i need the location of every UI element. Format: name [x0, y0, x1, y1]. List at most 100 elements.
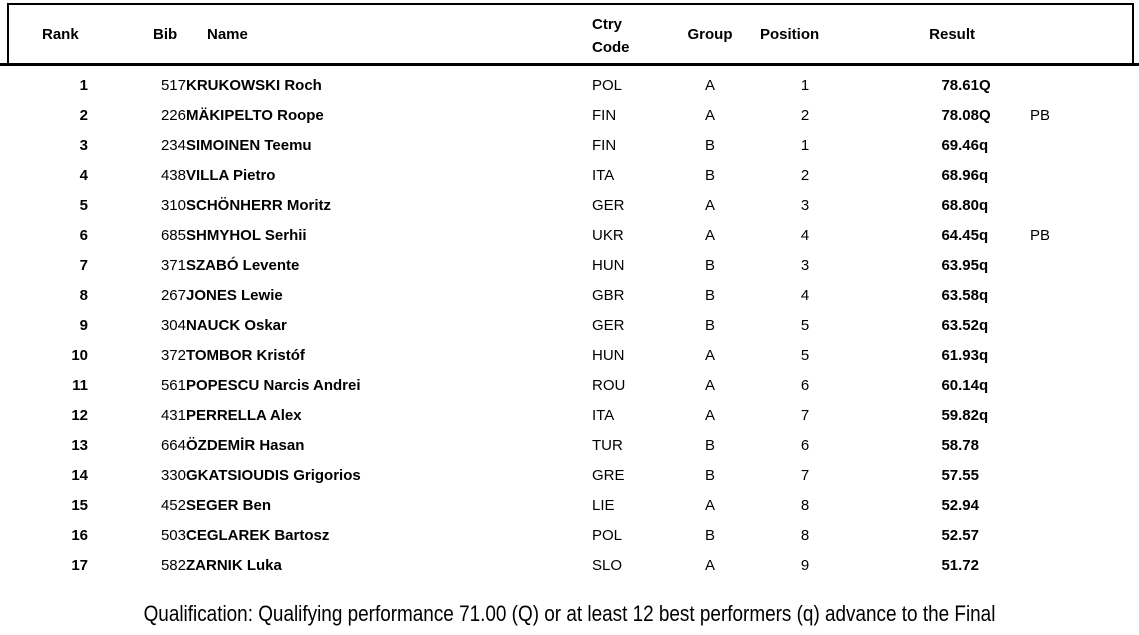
qualification-mark-cell: q [979, 376, 989, 394]
rank-cell: 10 [71, 346, 88, 364]
group-cell: B [704, 466, 715, 484]
table-row: 10 372 TOMBOR Kristóf HUN A 5 61.93 q [0, 340, 1139, 370]
record-note-cell [1030, 190, 1139, 220]
record-note-cell [1030, 280, 1139, 310]
result-cell: 61.93 [941, 346, 979, 364]
rank-cell: 15 [71, 496, 88, 514]
record-note-cell [1030, 340, 1139, 370]
country-code-cell: GBR [592, 286, 625, 304]
bib-cell: 561 [160, 376, 186, 394]
record-note-cell: PB [1030, 226, 1051, 244]
country-code-cell: UKR [592, 226, 624, 244]
bib-cell: 226 [160, 106, 186, 124]
country-code-cell: GER [592, 316, 625, 334]
table-row: 15 452 SEGER Ben LIE A 8 52.94 [0, 490, 1139, 520]
bib-cell: 438 [160, 166, 186, 184]
position-cell: 6 [800, 376, 810, 394]
athlete-name-cell: SEGER Ben [186, 496, 272, 514]
rank-cell: 14 [71, 466, 88, 484]
qualification-mark-cell: q [979, 406, 989, 424]
athlete-name-cell: POPESCU Narcis Andrei [186, 376, 361, 394]
rank-cell: 2 [79, 106, 88, 124]
rank-cell: 9 [79, 316, 88, 334]
record-note-cell [1030, 310, 1139, 340]
group-cell: A [704, 406, 715, 424]
qualification-mark-cell: q [979, 286, 989, 304]
group-cell: A [704, 346, 715, 364]
result-cell: 68.96 [941, 166, 979, 184]
column-header-result: Result [929, 26, 975, 43]
rank-cell: 16 [71, 526, 88, 544]
column-header-country-code: Ctry Code [592, 13, 630, 59]
country-code-cell: GRE [592, 466, 625, 484]
record-note-cell [1030, 70, 1139, 100]
result-cell: 51.72 [941, 556, 979, 574]
results-table: 1 517 KRUKOWSKI Roch POL A 1 78.61 Q 2 2… [0, 70, 1139, 580]
athlete-name-cell: SCHÖNHERR Moritz [186, 196, 331, 214]
position-cell: 2 [800, 166, 810, 184]
country-code-cell: ROU [592, 376, 626, 394]
table-row: 2 226 MÄKIPELTO Roope FIN A 2 78.08 Q PB [0, 100, 1139, 130]
table-row: 17 582 ZARNIK Luka SLO A 9 51.72 [0, 550, 1139, 580]
record-note-cell [1030, 370, 1139, 400]
result-cell: 63.52 [941, 316, 979, 334]
table-row: 11 561 POPESCU Narcis Andrei ROU A 6 60.… [0, 370, 1139, 400]
athlete-name-cell: VILLA Pietro [186, 166, 276, 184]
bib-cell: 452 [160, 496, 186, 514]
qualification-mark-cell [979, 520, 1030, 550]
result-cell: 78.08 [941, 106, 979, 124]
table-header-box [7, 3, 1134, 63]
country-code-cell: HUN [592, 256, 625, 274]
group-cell: B [704, 316, 715, 334]
group-cell: B [704, 286, 715, 304]
qualification-note: Qualification: Qualifying performance 71… [143, 601, 996, 626]
position-cell: 4 [800, 226, 810, 244]
record-note-cell: PB [1030, 106, 1051, 124]
athlete-name-cell: SIMOINEN Teemu [186, 136, 312, 154]
qualification-mark-cell [979, 430, 1030, 460]
country-code-cell: TUR [592, 436, 623, 454]
qualification-mark-cell: Q [979, 76, 991, 94]
record-note-cell [1030, 250, 1139, 280]
bib-cell: 304 [160, 316, 186, 334]
qualification-mark-cell: q [979, 256, 989, 274]
athlete-name-cell: KRUKOWSKI Roch [186, 76, 322, 94]
table-row: 5 310 SCHÖNHERR Moritz GER A 3 68.80 q [0, 190, 1139, 220]
athlete-name-cell: CEGLAREK Bartosz [186, 526, 330, 544]
qualification-mark-cell: q [979, 166, 989, 184]
athlete-name-cell: SZABÓ Levente [186, 256, 300, 274]
athlete-name-cell: TOMBOR Kristóf [186, 346, 305, 364]
result-cell: 63.95 [941, 256, 979, 274]
bib-cell: 431 [160, 406, 186, 424]
bib-cell: 372 [160, 346, 186, 364]
record-note-cell [1030, 130, 1139, 160]
position-cell: 6 [800, 436, 810, 454]
bib-cell: 234 [160, 136, 186, 154]
table-row: 16 503 CEGLAREK Bartosz POL B 8 52.57 [0, 520, 1139, 550]
position-cell: 3 [800, 196, 810, 214]
record-note-cell [1030, 160, 1139, 190]
group-cell: B [704, 526, 715, 544]
position-cell: 5 [800, 346, 810, 364]
bib-cell: 517 [160, 76, 186, 94]
bib-cell: 503 [160, 526, 186, 544]
table-row: 7 371 SZABÓ Levente HUN B 3 63.95 q [0, 250, 1139, 280]
position-cell: 8 [800, 496, 810, 514]
country-code-cell: HUN [592, 346, 625, 364]
athlete-name-cell: GKATSIOUDIS Grigorios [186, 466, 361, 484]
rank-cell: 17 [71, 556, 88, 574]
column-header-rank: Rank [42, 26, 79, 43]
group-cell: A [704, 376, 715, 394]
position-cell: 8 [800, 526, 810, 544]
qualification-mark-cell: q [979, 136, 989, 154]
result-cell: 52.94 [941, 496, 979, 514]
result-cell: 58.78 [941, 436, 979, 454]
record-note-cell [1030, 490, 1139, 520]
country-code-cell: POL [592, 526, 623, 544]
column-header-group: Group [687, 26, 733, 43]
bib-cell: 664 [160, 436, 186, 454]
result-cell: 69.46 [941, 136, 979, 154]
table-row: 14 330 GKATSIOUDIS Grigorios GRE B 7 57.… [0, 460, 1139, 490]
table-row: 9 304 NAUCK Oskar GER B 5 63.52 q [0, 310, 1139, 340]
